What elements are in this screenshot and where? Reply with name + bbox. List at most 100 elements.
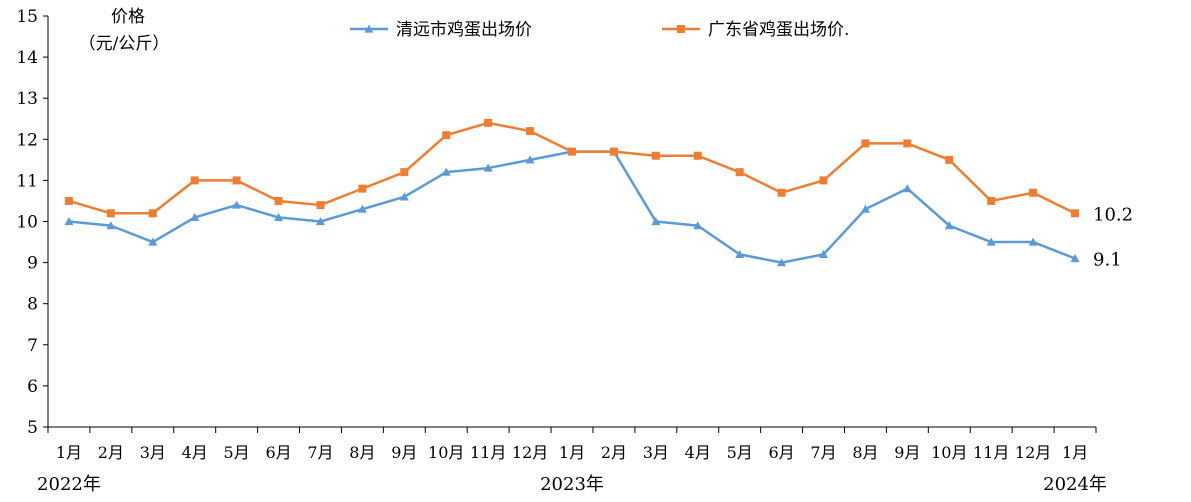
data-point [357,204,367,213]
data-point [232,200,242,209]
data-point [860,204,870,213]
x-tick-label: 12月 [1015,443,1051,462]
data-point [568,147,576,156]
data-point [987,196,996,205]
data-point [190,212,200,221]
data-point [525,155,535,164]
y-tick-label: 5 [27,418,38,438]
x-tick-label: 4月 [182,443,208,462]
data-point [819,249,829,258]
y-tick-label: 12 [16,130,38,150]
x-tick-label: 10月 [931,443,967,462]
data-point [64,217,74,226]
data-point [1028,237,1038,246]
y-tick-label: 9 [27,254,38,274]
series-layer [64,118,1080,267]
y-axis-label-line2: （元/公斤） [79,34,170,54]
data-point [1071,209,1080,218]
data-point [651,217,661,226]
x-tick-label: 7月 [810,443,836,462]
data-point [735,168,744,177]
data-point [777,188,786,197]
y-tick-labels: 5 6 7 8 9 10 11 12 13 14 15 [16,7,38,438]
x-tick-label: 5月 [224,443,250,462]
data-point [232,176,241,185]
data-point [483,163,493,172]
data-point [399,192,409,201]
data-point [902,184,912,193]
x-tick-label: 3月 [643,443,669,462]
data-point [986,237,996,246]
x-tick-label: 12月 [512,443,548,462]
data-point [315,217,325,226]
x-year-label: 2023年 [540,474,604,495]
legend-item-guangdong: 广东省鸡蛋出场价. [662,20,849,40]
x-tick-label: 2月 [601,443,627,462]
data-point [441,167,451,176]
y-tick-label: 15 [16,7,38,27]
x-tick-label: 11月 [470,443,506,462]
legend-label-guangdong: 广东省鸡蛋出场价. [708,20,849,40]
y-tick-label: 13 [16,89,38,109]
x-tick-label: 10月 [428,443,464,462]
data-point [903,139,912,148]
x-tick-label: 7月 [307,443,333,462]
y-tick-label: 7 [27,336,38,356]
series-1 [64,118,1080,218]
data-point [777,258,787,267]
x-tick-label: 5月 [727,443,753,462]
legend: 清远市鸡蛋出场价 广东省鸡蛋出场价. [350,20,849,40]
y-tick-label: 11 [16,171,38,191]
x-tick-label: 1月 [559,443,585,462]
x-tick-label: 2月 [98,443,124,462]
data-point [274,212,284,221]
series-0 [64,147,1080,267]
data-point [442,131,451,140]
data-point [735,249,745,258]
data-point [316,201,325,210]
data-point [526,127,535,136]
data-point [861,139,870,148]
series-line [68,121,1076,215]
data-point [64,196,73,205]
data-point [106,209,115,218]
data-point [190,176,199,185]
data-point [945,155,954,164]
x-tick-labels: 1月 2月 3月 4月 5月 6月 7月 8月 9月 10月 11月 12月 1月 2月 3月 4月 5月 6月 7… [37,443,1107,495]
data-point [944,221,954,230]
x-tick-label: 1月 [1062,443,1088,462]
legend-item-qingyuan: 清远市鸡蛋出场价 [350,20,532,40]
x-tick-label: 6月 [769,443,795,462]
legend-marker-triangle [364,24,374,33]
y-axis-label-line1: 价格 [111,7,145,27]
data-point [484,118,493,127]
x-tick-label: 8月 [349,443,375,462]
data-point [609,147,618,156]
data-point [693,221,703,230]
data-point [148,237,158,246]
x-year-label: 2024年 [1043,474,1107,495]
data-point [819,176,828,185]
x-tick-label: 11月 [973,443,1009,462]
x-tick-label: 9月 [894,443,920,462]
data-point [651,151,660,160]
x-tick-label: 6月 [265,443,291,462]
data-point [358,184,367,193]
end-value-label: 9.1 [1093,249,1122,270]
data-point [1029,188,1038,197]
x-tick-label: 3月 [140,443,166,462]
chart-axes [43,15,1097,433]
data-point [106,221,116,230]
legend-label-qingyuan: 清远市鸡蛋出场价 [396,20,532,40]
end-labels: 9.1 10.2 [1093,204,1133,270]
legend-marker-square [677,25,685,33]
x-tick-label: 8月 [852,443,878,462]
data-point [148,209,157,218]
series-line [68,150,1076,264]
data-point [274,196,283,205]
x-tick-label: 4月 [685,443,711,462]
end-value-label: 10.2 [1093,204,1133,225]
data-point [1070,253,1080,263]
y-tick-label: 10 [16,213,38,233]
y-tick-label: 8 [27,295,38,315]
